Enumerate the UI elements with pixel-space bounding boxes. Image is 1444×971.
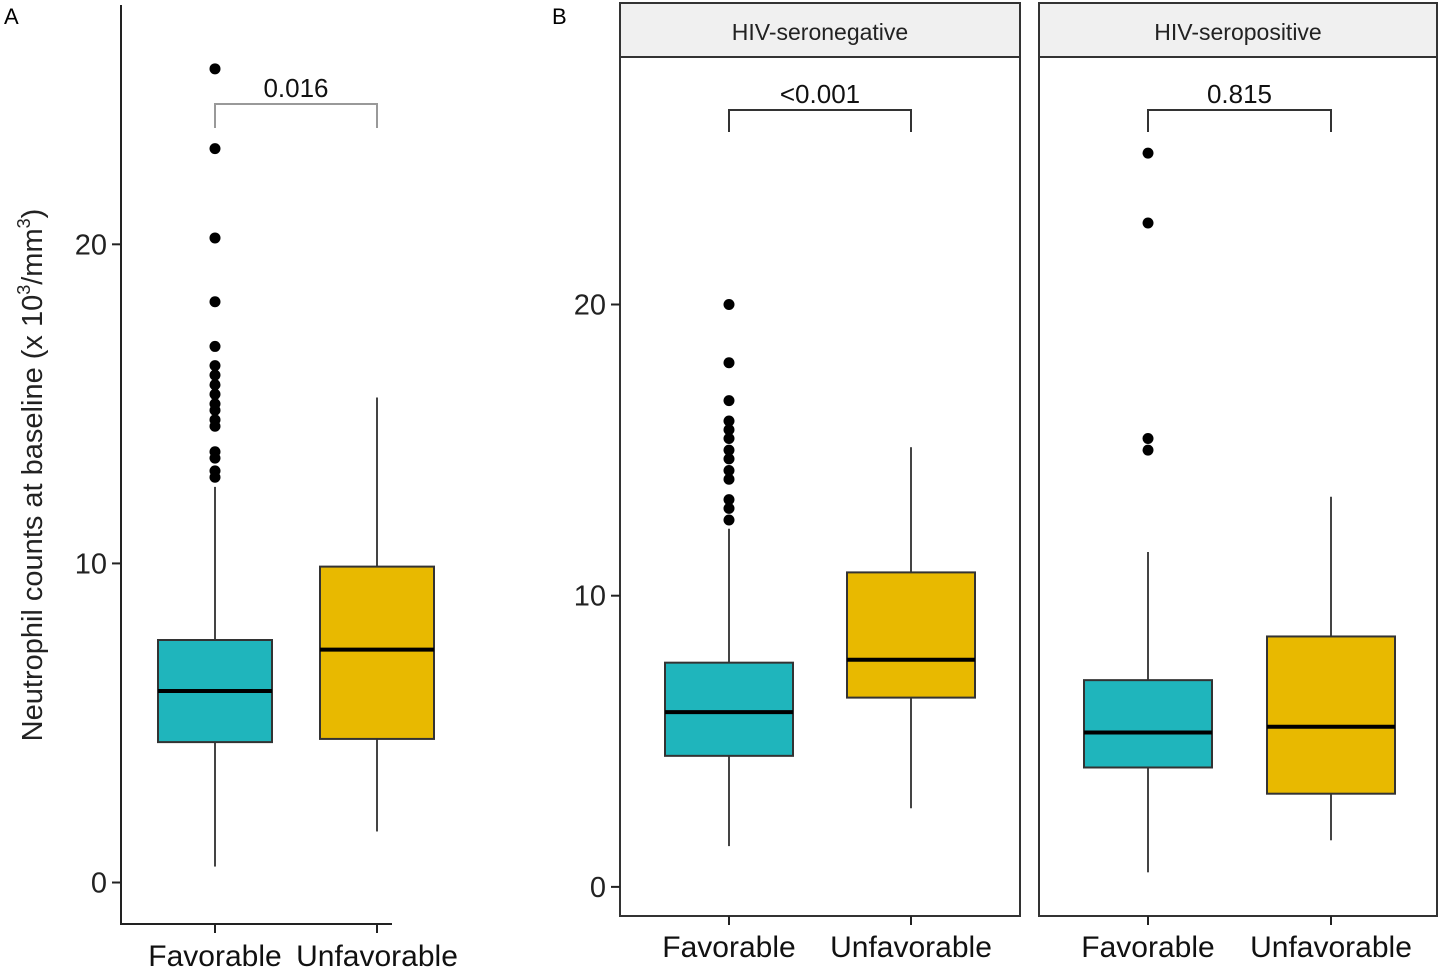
favorable-outlier-point [723,424,735,436]
comparison-bracket [728,109,912,132]
favorable-outlier-point [723,494,735,506]
panel-border-seronegative [619,56,1021,917]
favorable-outlier-point [209,360,221,372]
favorable-outlier-point [1142,147,1154,159]
favorable-outlier-point [723,357,735,369]
category-label-unfavorable: Unfavorable [296,940,458,971]
favorable-outlier-point [209,63,221,75]
seronegative-boxes [664,299,976,847]
comparison-bracket [214,103,378,128]
favorable-outlier-point [723,415,735,427]
p-value-label: <0.001 [780,79,860,109]
panel-border-seropositive [1038,56,1438,917]
strip-label-seronegative: HIV-seronegative [732,19,908,45]
favorable-outlier-point [209,369,221,381]
favorable-outlier-point [209,232,221,244]
p-value-label: 0.815 [1207,79,1272,109]
seropositive-boxes [1083,147,1396,873]
seropositive-comparison: 0.815 [1147,79,1332,132]
panel-a-categories: Favorable Unfavorable [148,924,458,971]
favorable-outlier-point [723,299,735,311]
favorable-outlier-point [209,143,221,155]
favorable-outlier-point [209,465,221,477]
strip-label-seropositive: HIV-seropositive [1154,19,1321,45]
category-label-unfavorable: Unfavorable [1250,931,1412,964]
panel-b-seronegative: HIV-seronegative 0 10 20 <0.001 Favorable U… [574,2,1021,964]
unfavorable-box [846,571,976,699]
category-label-favorable: Favorable [662,931,795,964]
seropositive-categories: Favorable Unfavorable [1081,916,1412,964]
category-label-favorable: Favorable [1081,931,1214,964]
favorable-box [1083,679,1213,769]
favorable-outlier-point [1142,444,1154,456]
y-tick-label: 0 [91,868,107,900]
favorable-outlier-point [209,398,221,410]
unfavorable-box [1266,635,1396,795]
favorable-outlier-point [209,379,221,391]
strip-seropositive [1038,2,1438,58]
favorable-outlier-point [209,388,221,400]
panel-b-letter: B [552,4,567,29]
favorable-outlier-point [723,514,735,526]
favorable-outlier-point [723,464,735,476]
favorable-outlier-point [723,502,735,514]
category-label-favorable: Favorable [148,940,281,971]
panel-a-boxes [157,63,435,867]
unfavorable-box [319,565,435,740]
favorable-box [664,661,794,757]
favorable-outlier-point [209,414,221,426]
y-axis-label: Neutrophil counts at baseline (x 103/mm3… [14,209,49,742]
y-tick-label: 10 [574,581,606,613]
y-tick-label: 0 [590,872,606,904]
favorable-outlier-point [723,473,735,485]
panel-a-comparison: 0.016 [214,73,378,128]
favorable-outlier-point [723,432,735,444]
comparison-bracket [1147,109,1332,132]
favorable-outlier-point [723,453,735,465]
panel-b-seropositive: HIV-seropositive 0.815 Favorable Unfavora… [1038,2,1438,964]
y-axis-label-sup2: 3 [14,218,34,228]
panel-a-letter: A [4,4,19,29]
y-axis-label-sup1: 3 [14,285,34,295]
y-tick-label: 20 [574,290,606,322]
panel-a: 0 10 20 0.016 Favorable Unfavorable [75,5,458,971]
y-axis-label-end: ) [17,209,49,219]
seronegative-y-ticks: 0 10 20 [574,290,620,904]
seronegative-comparison: <0.001 [728,79,912,132]
y-axis-label-main: Neutrophil counts at baseline (x 10 [17,295,49,742]
y-tick-label: 20 [75,229,107,261]
p-value-label: 0.016 [263,73,328,103]
favorable-outlier-point [723,444,735,456]
favorable-outlier-point [209,296,221,308]
favorable-outlier-point [209,340,221,352]
panel-a-y-ticks: 0 10 20 [75,229,121,900]
favorable-outlier-point [209,446,221,458]
category-label-unfavorable: Unfavorable [830,931,992,964]
y-tick-label: 10 [75,548,107,580]
seronegative-categories: Favorable Unfavorable [662,916,992,964]
favorable-outlier-point [1142,432,1154,444]
y-axis-label-mid: /mm [17,228,49,284]
favorable-outlier-point [1142,217,1154,229]
strip-seronegative [619,2,1021,58]
favorable-outlier-point [723,395,735,407]
